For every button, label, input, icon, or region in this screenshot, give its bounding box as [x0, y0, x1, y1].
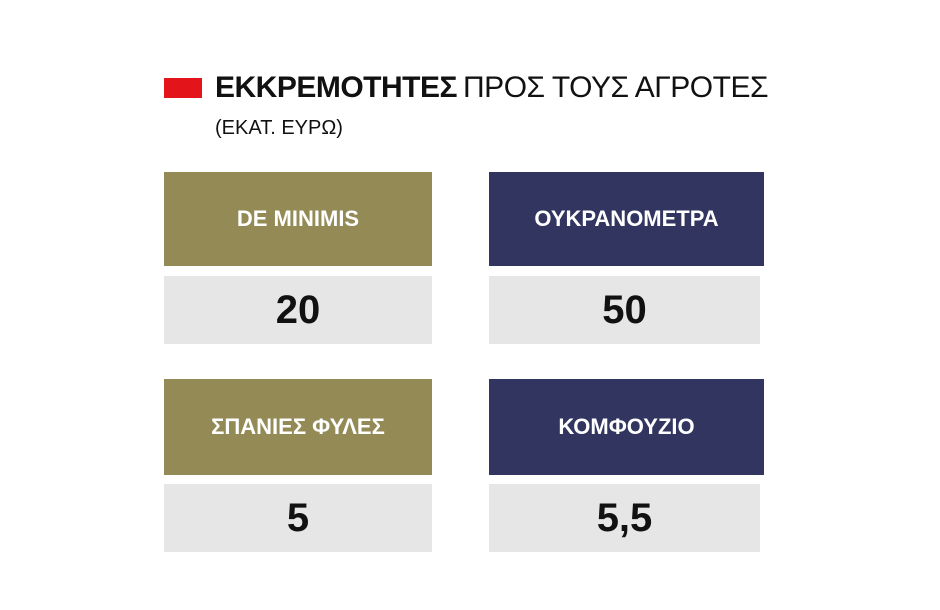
tile-header-spanies-fyles: ΣΠΑΝΙΕΣ ΦΥΛΕΣ [164, 379, 432, 475]
chart-subtitle: (ΕΚΑΤ. ΕΥΡΩ) [215, 117, 343, 139]
tile-header-de-minimis: DE MINIMIS [164, 172, 432, 266]
chart-title: ΕΚΚΡΕΜΟΤΗΤΕΣ ΠΡΟΣ ΤΟΥΣ ΑΓΡΟΤΕΣ [215, 70, 769, 106]
title-color-marker [164, 78, 202, 98]
tile-value-spanies-fyles: 5 [164, 484, 432, 552]
tile-value-komfouzio: 5,5 [489, 484, 760, 552]
chart-title-regular: ΠΡΟΣ ΤΟΥΣ ΑΓΡΟΤΕΣ [463, 71, 769, 104]
tile-header-oukranometra: ΟΥΚΡΑΝΟΜΕΤΡΑ [489, 172, 764, 266]
tile-value-de-minimis: 20 [164, 276, 432, 344]
tile-header-komfouzio: ΚΟΜΦΟΥΖΙΟ [489, 379, 764, 475]
chart-title-bold: ΕΚΚΡΕΜΟΤΗΤΕΣ [215, 71, 458, 104]
tile-value-oukranometra: 50 [489, 276, 760, 344]
